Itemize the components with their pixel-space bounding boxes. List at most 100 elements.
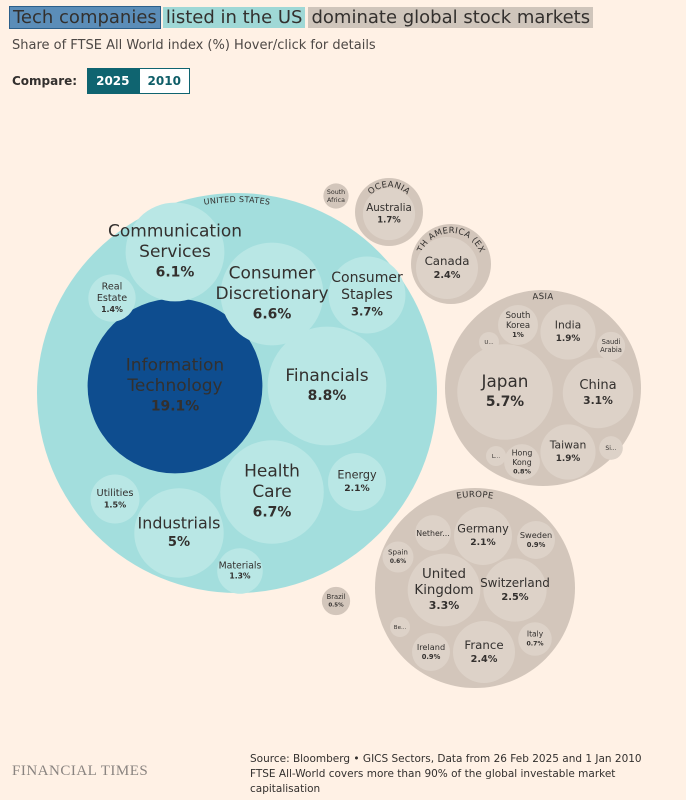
value-label: 3.7% — [351, 304, 383, 318]
value-label: 0.8% — [513, 467, 531, 475]
bubble-label: France — [464, 637, 503, 651]
value-label: 0.5% — [328, 603, 344, 609]
bubble-label: Financials — [285, 366, 368, 386]
bubble — [217, 548, 263, 594]
bubble — [323, 183, 349, 209]
bubble-label: Materials — [219, 560, 262, 571]
bubble-label: Consumer Discretionary — [215, 264, 328, 304]
group-label: UNITED STATES — [203, 195, 271, 207]
value-label: 2.4% — [471, 654, 498, 665]
bubble — [596, 331, 626, 361]
value-label: 1.9% — [556, 334, 581, 344]
bubble-label: Si... — [605, 445, 616, 452]
bubble — [220, 440, 324, 544]
title-part: Tech companies — [9, 6, 161, 29]
bubble-label: Sweden — [520, 530, 552, 540]
bubble — [267, 326, 387, 446]
value-label: 6.1% — [156, 264, 195, 280]
compare-bar: Compare: 2025 2010 — [12, 68, 190, 94]
bubble-label: Health Care — [244, 462, 300, 502]
value-label: 0.9% — [527, 541, 546, 549]
group-label-path: UNITED STATES — [203, 195, 271, 207]
bubble — [504, 444, 540, 480]
bubble-label: Ireland — [417, 642, 445, 652]
bubble — [321, 586, 351, 616]
value-label: 1.9% — [556, 454, 581, 464]
subtitle: Share of FTSE All World index (%) Hover/… — [12, 38, 376, 53]
bubble — [483, 558, 547, 622]
bubble-label: Information Technology — [126, 356, 224, 396]
bubble-label: Japan — [481, 371, 529, 391]
bubble-label: South Africa — [327, 189, 345, 204]
value-label: 5% — [168, 535, 190, 550]
bubble-label: Taiwan — [549, 439, 587, 452]
publisher-logo: FINANCIAL TIMES — [12, 763, 149, 779]
bubble — [517, 521, 555, 559]
group-label-path: EUROPE — [456, 490, 494, 502]
compare-label: Compare: — [12, 74, 78, 88]
group-label-path: ASIA — [532, 292, 553, 303]
chart: UNITED STATES Information Technology 19.1% F… — [0, 0, 641, 688]
bubble — [453, 621, 515, 683]
bubble — [412, 633, 450, 671]
bubble-label: China — [579, 378, 616, 393]
bubble-label: Consumer Staples — [331, 270, 403, 303]
bubble — [328, 453, 386, 511]
group-label: ASIA — [532, 292, 554, 303]
value-label: 2.4% — [434, 270, 461, 281]
bubble — [362, 187, 416, 241]
bubble-label: South Korea — [506, 310, 531, 330]
group-label: EUROPE — [456, 490, 495, 502]
footer: Source: Bloomberg • GICS Sectors, Data f… — [250, 752, 686, 797]
bubble-label: L... — [492, 454, 501, 460]
value-label: 1.4% — [101, 305, 123, 314]
value-label: 2.1% — [470, 537, 495, 548]
value-label: 1.3% — [229, 572, 251, 581]
bubble — [518, 622, 552, 656]
value-label: 0.9% — [422, 653, 441, 661]
compare-button[interactable]: 2025 — [87, 68, 139, 94]
bubble — [390, 617, 410, 637]
title-part: listed in the US — [162, 7, 306, 28]
title-part: dominate global stock markets — [308, 7, 594, 28]
title: Tech companies listed in the US dominate g… — [9, 6, 596, 30]
bubble-label: Switzerland — [480, 575, 550, 589]
value-label: 5.7% — [486, 394, 524, 410]
bubble — [540, 424, 596, 480]
bubble — [540, 304, 596, 360]
value-label: 6.7% — [253, 504, 292, 520]
bubble — [479, 332, 499, 352]
bubble-label: Spain — [388, 548, 408, 557]
bubble — [486, 446, 506, 466]
bubble — [457, 344, 553, 440]
bubble-label: Utilities — [97, 488, 134, 499]
value-label: 2.5% — [501, 592, 528, 603]
value-label: 2.1% — [344, 483, 369, 494]
bubble-label: Communication Services — [108, 222, 242, 262]
bubble-label: Australia — [366, 202, 412, 214]
bubble-label: Industrials — [138, 513, 221, 532]
value-label: 1.7% — [377, 215, 401, 225]
bubble — [125, 202, 225, 302]
value-label: 1% — [512, 331, 524, 339]
bubble — [562, 357, 634, 429]
bubble-label: Nether... — [416, 529, 450, 538]
bubble — [328, 256, 406, 334]
compare-button[interactable]: 2010 — [138, 68, 190, 94]
value-label: 6.6% — [253, 306, 292, 322]
bubble-label: U... — [484, 340, 494, 346]
bubble — [90, 474, 140, 524]
source: Source: Bloomberg • GICS Sectors, Data f… — [250, 753, 642, 765]
value-label: 3.3% — [429, 599, 459, 612]
bubble-label: Energy — [337, 468, 377, 481]
bubble-label: Canada — [425, 253, 470, 267]
bubble — [88, 274, 136, 322]
bubble — [599, 436, 623, 460]
bubble-label: India — [555, 319, 581, 332]
bubble — [407, 553, 481, 627]
bubble-label: Real Estate — [97, 281, 127, 304]
bubble-label: Germany — [457, 522, 509, 535]
value-label: 8.8% — [308, 388, 347, 404]
bubble-label: United Kingdom — [414, 567, 473, 598]
